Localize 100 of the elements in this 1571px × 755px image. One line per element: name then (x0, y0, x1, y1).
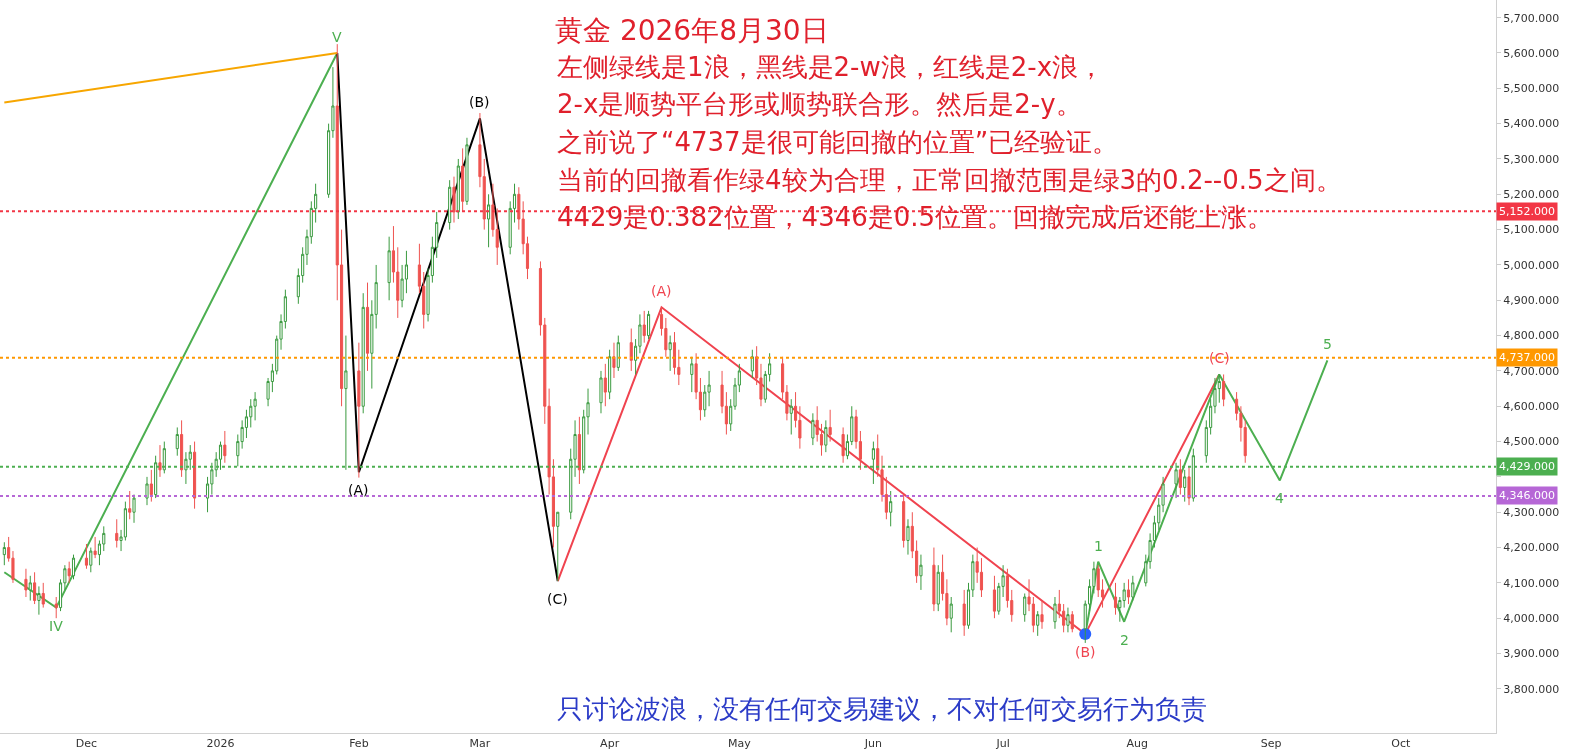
candlestick (811, 412, 815, 446)
y-tick-label: 5,300.000 (1503, 152, 1560, 166)
text: 黄金 2026年8月30日 (555, 13, 829, 47)
candlestick (193, 441, 197, 510)
candlestick (487, 193, 491, 248)
y-tick-label: 4,100.000 (1503, 576, 1560, 590)
candlestick (668, 335, 672, 372)
candlestick (175, 426, 179, 457)
annotation: 2-x是顺势平台形或顺势联合形。然后是2-y。 (557, 89, 1082, 119)
x-tick-label: Mar (469, 737, 491, 751)
annotation: 当前的回撤看作绿4较为合理，正常回撤范围是绿3的0.2--0.5之间。 (557, 165, 1342, 195)
candlestick (461, 147, 465, 213)
candlestick (387, 236, 391, 301)
candlestick (132, 494, 136, 524)
candlestick (1040, 600, 1044, 630)
candlestick (344, 335, 348, 471)
candlestick (115, 518, 119, 549)
candlestick (690, 356, 694, 393)
annotation: 只讨论波浪，没有任何交易建议，不对任何交易行为负责 (557, 694, 1207, 724)
candlestick (871, 441, 875, 485)
x-tick-label: Feb (349, 737, 369, 751)
candlestick (1126, 578, 1131, 605)
candlestick (750, 349, 754, 379)
annotation: V (332, 29, 342, 45)
candlestick (71, 554, 76, 580)
candlestick (612, 342, 616, 379)
candlestick (361, 292, 365, 414)
candlestick (889, 490, 893, 527)
x-tick-label: May (727, 737, 752, 751)
candlestick (647, 310, 651, 340)
candlestick (1113, 582, 1118, 616)
candlestick (992, 575, 997, 619)
line-series (336, 51, 559, 583)
candlestick (629, 328, 633, 372)
candlestick (145, 476, 149, 506)
y-tick-label: 5,100.000 (1503, 223, 1560, 237)
candlestick (28, 575, 32, 602)
candlestick (936, 564, 940, 612)
candlestick (1023, 592, 1027, 623)
annotation: 4429是0.382位置，4346是0.5位置。回撤完成后还能上涨。 (557, 202, 1274, 232)
ref-line-label: 5,152.000 (1499, 205, 1555, 218)
candlestick (154, 455, 158, 499)
y-tick-label: 3,800.000 (1503, 682, 1560, 696)
candlestick (603, 363, 607, 407)
candlestick (949, 596, 953, 633)
annotation: (C) (547, 591, 568, 607)
annotation: 2 (1120, 632, 1129, 648)
y-tick-label: 5,600.000 (1503, 46, 1560, 60)
annotation: 5 (1323, 336, 1332, 352)
candlestick (577, 416, 581, 485)
annotation: 左侧绿线是1浪，黑线是2-w浪，红线是2-x浪， (557, 52, 1105, 82)
candlestick (906, 518, 910, 556)
y-tick-label: 5,700.000 (1503, 11, 1560, 25)
annotation: (B) (1075, 644, 1096, 660)
y-tick-label: 5,400.000 (1503, 117, 1560, 131)
annotation: (C) (1209, 350, 1230, 366)
x-tick-label: Aug (1126, 737, 1148, 751)
candlestick (128, 490, 132, 520)
annotation: 4 (1275, 490, 1284, 506)
candlestick (162, 441, 166, 474)
candlestick (452, 176, 456, 224)
candlestick (1070, 610, 1074, 633)
candlestick (1174, 462, 1178, 499)
candlestick (1131, 575, 1135, 602)
y-tick-label: 4,500.000 (1503, 435, 1560, 449)
candlestick (1053, 596, 1057, 630)
y-tick-label: 4,000.000 (1503, 612, 1560, 626)
x-tick-label: Apr (600, 737, 620, 751)
candlestick (41, 582, 45, 609)
candlestick (37, 585, 41, 616)
candlestick (642, 310, 646, 344)
annotation: (A) (348, 482, 369, 498)
annotation: (B) (469, 94, 490, 110)
candlestick (158, 444, 162, 478)
candlestick (1191, 448, 1195, 503)
y-tick-label: 3,900.000 (1503, 647, 1560, 661)
candlestick (93, 536, 97, 559)
y-tick-label: 4,900.000 (1503, 294, 1560, 308)
y-tick-label: 5,500.000 (1503, 82, 1560, 96)
x-tick-label: Jul (995, 737, 1010, 751)
candlestick (1183, 469, 1187, 503)
candlestick (616, 335, 620, 372)
ref-line-label: 4,429.000 (1499, 460, 1555, 473)
y-tick-label: 5,000.000 (1503, 258, 1560, 272)
y-tick-label: 4,300.000 (1503, 506, 1560, 520)
candlestick (89, 547, 93, 573)
candlestick (33, 571, 37, 605)
x-tick-label: Oct (1391, 737, 1412, 751)
y-tick-label: 4,800.000 (1503, 329, 1560, 343)
candlestick (149, 469, 153, 503)
candlestick (902, 494, 906, 549)
x-tick-label: Jun (863, 737, 883, 751)
y-tick-label: 4,700.000 (1503, 364, 1560, 378)
candlestick (824, 419, 828, 453)
x-tick-label: 2026 (206, 737, 235, 751)
candlestick (1178, 458, 1182, 496)
candlestick (465, 137, 469, 206)
candlestick (456, 158, 460, 220)
candlestick (556, 511, 560, 582)
candlestick (1187, 465, 1191, 506)
